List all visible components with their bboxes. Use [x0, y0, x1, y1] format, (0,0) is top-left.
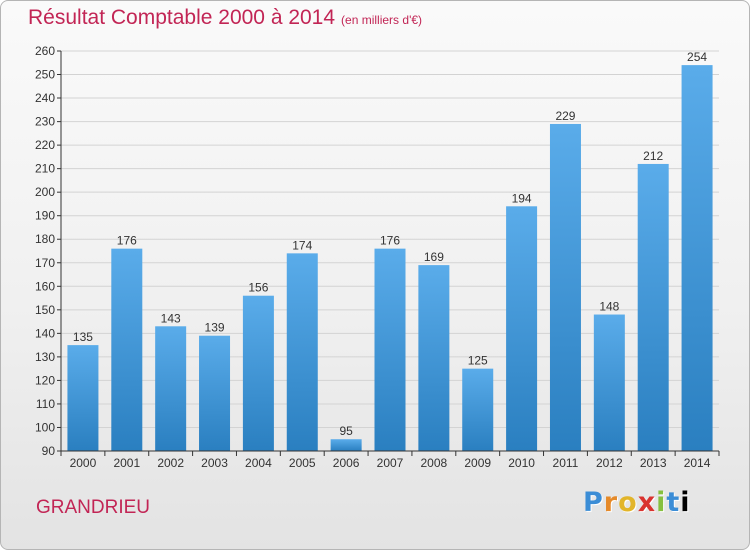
data-label: 254: [687, 50, 707, 64]
data-label: 229: [555, 109, 575, 123]
x-tick-label: 2007: [377, 456, 404, 470]
bar: [330, 439, 362, 451]
bar: [242, 295, 274, 451]
proxiti-logo[interactable]: Proxiti: [583, 487, 691, 518]
bar: [681, 65, 713, 451]
data-label: 176: [117, 234, 137, 248]
data-label: 139: [205, 321, 225, 335]
x-tick-label: 2011: [553, 456, 579, 470]
x-tick-label: 2004: [245, 456, 272, 470]
y-tick-label: 230: [35, 115, 55, 129]
x-tick-label: 2013: [640, 456, 667, 470]
y-tick-label: 190: [35, 209, 55, 223]
y-tick-label: 100: [35, 420, 55, 434]
y-tick-label: 200: [35, 185, 55, 199]
bar: [155, 326, 187, 451]
chart-subtitle: (en milliers d'€): [341, 13, 423, 27]
data-label: 176: [380, 234, 400, 248]
data-label: 194: [512, 191, 532, 205]
y-tick-label: 160: [35, 279, 55, 293]
data-label: 125: [468, 354, 488, 368]
bar: [199, 335, 231, 451]
x-tick-label: 2001: [113, 456, 140, 470]
data-label: 212: [643, 149, 663, 163]
x-tick-label: 2012: [596, 456, 623, 470]
y-tick-label: 180: [35, 232, 55, 246]
y-tick-label: 90: [42, 444, 56, 458]
x-tick-label: 2003: [201, 456, 228, 470]
bar: [506, 206, 538, 451]
y-tick-label: 120: [35, 373, 55, 387]
x-tick-label: 2005: [289, 456, 316, 470]
x-tick-label: 2009: [464, 456, 491, 470]
data-label: 148: [599, 300, 619, 314]
bar: [67, 345, 99, 451]
bar: [418, 265, 450, 451]
data-label: 143: [161, 311, 181, 325]
y-tick-label: 170: [35, 256, 55, 270]
y-tick-label: 110: [36, 397, 55, 411]
y-tick-label: 260: [35, 44, 55, 58]
bar: [374, 248, 406, 451]
axes: 90 100 110 120 130 140 150 160 170 180 190 200 210 22…: [35, 44, 720, 470]
bar: [111, 248, 143, 451]
x-tick-label: 2010: [508, 456, 535, 470]
y-tick-label: 220: [35, 138, 55, 152]
y-tick-label: 210: [35, 162, 55, 176]
data-label: 169: [424, 250, 444, 264]
data-label: 174: [292, 238, 312, 252]
y-tick-label: 250: [35, 68, 55, 82]
x-tick-label: 2014: [684, 456, 711, 470]
y-tick-label: 140: [35, 326, 55, 340]
x-tick-label: 2000: [70, 456, 97, 470]
x-tick-label: 2006: [333, 456, 360, 470]
data-label: 95: [339, 424, 353, 438]
y-tick-label: 130: [35, 350, 55, 364]
bar: [593, 314, 625, 451]
bar: [549, 123, 581, 452]
bars: 135 176 143 139 156 174 95 176 169 125 194 229 148 21…: [67, 50, 713, 452]
commune-name: GRANDRIEU: [36, 497, 151, 518]
bar: [637, 163, 669, 452]
x-tick-label: 2002: [157, 456, 184, 470]
chart-title: Résultat Comptable 2000 à 2014 (en millie…: [28, 6, 422, 30]
data-label: 156: [248, 281, 268, 295]
y-tick-label: 150: [35, 303, 55, 317]
x-tick-label: 2008: [421, 456, 448, 470]
chart-title-text: Résultat Comptable 2000 à 2014: [28, 6, 336, 29]
y-tick-label: 240: [35, 91, 55, 105]
data-label: 135: [73, 330, 93, 344]
bar: [462, 368, 494, 451]
bar: [286, 253, 318, 451]
